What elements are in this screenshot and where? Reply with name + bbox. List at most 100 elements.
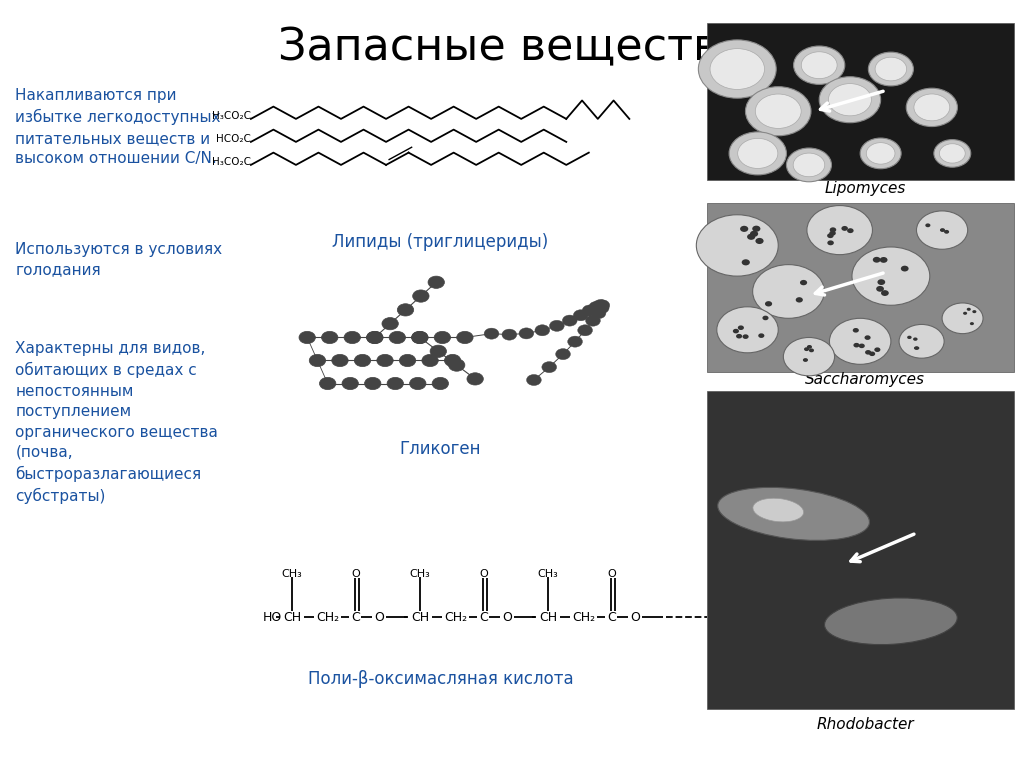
Circle shape [914, 94, 950, 121]
Text: Запасные вещества: Запасные вещества [278, 27, 746, 70]
Circle shape [876, 58, 906, 81]
Circle shape [874, 347, 881, 352]
Circle shape [444, 354, 461, 367]
Circle shape [878, 279, 885, 285]
Text: Используются в условиях
голодания: Используются в условиях голодания [15, 242, 222, 277]
Text: CH₂: CH₂ [444, 611, 467, 624]
Circle shape [881, 290, 889, 296]
Circle shape [583, 305, 597, 316]
Text: CH₃: CH₃ [538, 569, 558, 580]
Text: CH₃: CH₃ [282, 569, 302, 580]
Circle shape [733, 329, 739, 334]
Text: CH₃: CH₃ [410, 569, 430, 580]
Circle shape [319, 377, 336, 390]
Text: CH: CH [411, 611, 429, 624]
Circle shape [783, 337, 835, 376]
Circle shape [542, 361, 557, 373]
Circle shape [567, 336, 583, 347]
Circle shape [853, 328, 859, 333]
Circle shape [864, 335, 870, 340]
Circle shape [748, 234, 756, 240]
Circle shape [556, 348, 570, 360]
Circle shape [457, 331, 473, 344]
Circle shape [828, 84, 871, 116]
Circle shape [914, 347, 919, 350]
Circle shape [758, 334, 764, 338]
Circle shape [594, 302, 609, 314]
Circle shape [354, 354, 371, 367]
Text: O: O [479, 569, 487, 580]
Circle shape [860, 138, 901, 169]
Circle shape [901, 265, 908, 272]
Circle shape [880, 257, 888, 263]
Circle shape [745, 87, 811, 136]
Circle shape [907, 336, 911, 339]
Circle shape [562, 315, 578, 326]
Text: CH₂: CH₂ [572, 611, 595, 624]
Bar [707, 23, 1014, 180]
Circle shape [367, 331, 383, 344]
Ellipse shape [753, 499, 804, 522]
Circle shape [387, 377, 403, 390]
Text: H₃CO₂C: H₃CO₂C [212, 110, 251, 121]
Circle shape [698, 40, 776, 98]
Circle shape [939, 143, 966, 163]
Circle shape [940, 228, 945, 232]
Circle shape [829, 227, 837, 232]
Circle shape [412, 331, 428, 344]
Circle shape [942, 303, 983, 334]
Text: HO: HO [262, 611, 282, 624]
Circle shape [449, 359, 465, 371]
Text: Rhodobacter: Rhodobacter [816, 717, 914, 732]
Ellipse shape [824, 598, 957, 644]
Circle shape [842, 226, 848, 231]
Circle shape [593, 300, 608, 311]
Circle shape [589, 301, 603, 312]
Circle shape [926, 223, 931, 227]
Circle shape [865, 350, 871, 354]
Text: HCO₂C: HCO₂C [216, 133, 251, 144]
Circle shape [794, 46, 845, 84]
Circle shape [696, 215, 778, 276]
Circle shape [934, 140, 971, 167]
Circle shape [913, 337, 918, 341]
Circle shape [412, 331, 428, 344]
Circle shape [550, 321, 564, 331]
Circle shape [467, 373, 483, 385]
Text: Гликоген: Гликоген [399, 439, 481, 458]
Circle shape [970, 322, 974, 325]
Circle shape [710, 48, 765, 90]
Circle shape [365, 377, 381, 390]
Circle shape [829, 231, 836, 235]
Circle shape [807, 345, 812, 349]
Circle shape [763, 316, 769, 321]
Circle shape [807, 206, 872, 255]
Text: O: O [351, 569, 359, 580]
Circle shape [852, 247, 930, 305]
Circle shape [377, 354, 393, 367]
Text: CH: CH [539, 611, 557, 624]
Circle shape [847, 229, 854, 233]
Circle shape [399, 354, 416, 367]
Circle shape [973, 310, 977, 313]
Circle shape [434, 331, 451, 344]
Circle shape [742, 334, 749, 339]
Circle shape [741, 259, 750, 265]
Circle shape [573, 310, 588, 321]
Circle shape [800, 280, 807, 285]
Circle shape [963, 311, 967, 314]
Circle shape [413, 290, 429, 302]
Circle shape [430, 345, 446, 357]
Circle shape [717, 307, 778, 353]
Circle shape [389, 331, 406, 344]
Circle shape [868, 52, 913, 86]
Circle shape [432, 377, 449, 390]
Text: O: O [607, 569, 615, 580]
Circle shape [502, 329, 517, 340]
Circle shape [737, 138, 778, 169]
Circle shape [794, 153, 824, 176]
Circle shape [428, 276, 444, 288]
Circle shape [796, 297, 803, 302]
Circle shape [422, 354, 438, 367]
Circle shape [866, 143, 895, 164]
